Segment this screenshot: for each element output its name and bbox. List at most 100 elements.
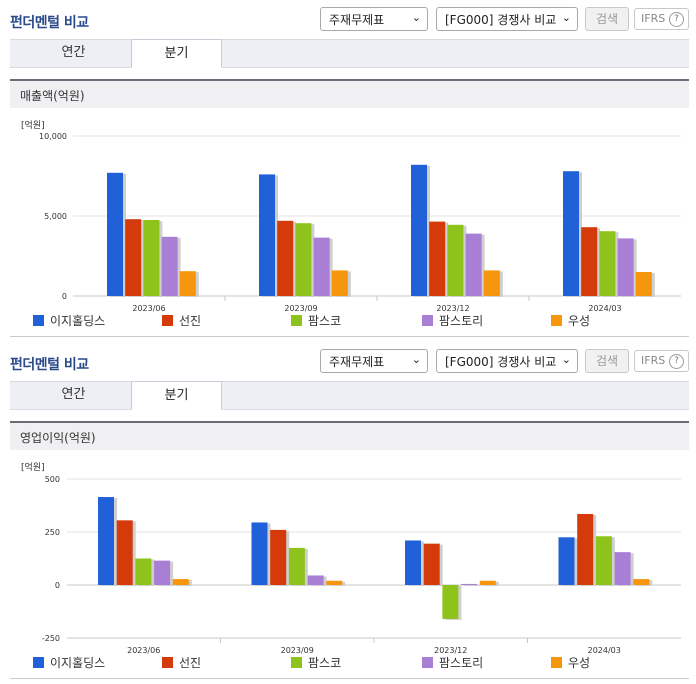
bar-우성 (483, 270, 500, 296)
peer-group-select[interactable]: [FG000] 경쟁사 비교 ⌄ (436, 349, 578, 373)
y-tick-label: 0 (55, 581, 60, 590)
x-category-label: 2024/03 (588, 646, 621, 655)
bar-우성 (479, 580, 496, 585)
tab-annual[interactable]: 연간 (61, 387, 86, 402)
bar-팜스토리 (461, 583, 478, 585)
legend-item[interactable]: 선진 (162, 654, 201, 671)
divider (10, 678, 689, 679)
bar-우성 (172, 579, 189, 585)
legend-item[interactable]: 선진 (162, 312, 201, 329)
legend-label: 선진 (179, 656, 202, 670)
tab-quarterly[interactable]: 분기 (131, 39, 222, 68)
bar-이지홀딩스 (251, 522, 268, 585)
legend-label: 우성 (568, 314, 591, 328)
bar-팜스코 (595, 536, 612, 585)
ifrs-badge[interactable]: IFRS? (634, 8, 689, 30)
bar-팜스코 (143, 220, 160, 296)
panel-title: 펀더멘털 비교 (10, 357, 89, 373)
bar-팜스코 (442, 585, 459, 619)
ifrs-label: IFRS (641, 12, 666, 25)
x-category-label: 2023/06 (132, 304, 165, 313)
statement-type-value: 주재무제표 (329, 13, 385, 27)
bar-이지홀딩스 (411, 164, 427, 296)
bar-팜스토리 (307, 575, 324, 585)
legend-item[interactable]: 이지홀딩스 (33, 312, 105, 329)
statement-type-select[interactable]: 주재무제표 ⌄ (320, 349, 428, 373)
legend-swatch (551, 657, 562, 668)
legend-label: 팜스코 (308, 656, 342, 670)
fundamental-panel-revenue: 펀더멘털 비교 주재무제표 ⌄ [FG000] 경쟁사 비교 ⌄ 검색 IFRS? … (10, 7, 689, 337)
fundamental-panel-operating-profit: 펀더멘털 비교 주재무제표 ⌄ [FG000] 경쟁사 비교 ⌄ 검색 IFRS? … (0, 342, 696, 684)
bar-우성 (635, 272, 652, 296)
chevron-down-icon: ⌄ (411, 353, 421, 366)
bar-선진 (577, 513, 594, 585)
y-tick-label: 10,000 (39, 132, 67, 141)
bar-팜스코 (599, 231, 616, 296)
bar-우성 (331, 270, 348, 296)
divider (10, 336, 689, 337)
tab-annual[interactable]: 연간 (61, 45, 86, 60)
legend-item[interactable]: 우성 (551, 654, 590, 671)
bar-선진 (423, 543, 440, 585)
metric-header: 영업이익(억원) (10, 421, 689, 450)
help-icon[interactable]: ? (669, 12, 684, 27)
x-category-label: 2024/03 (588, 304, 621, 313)
period-tabs: 연간 분기 (10, 39, 689, 68)
legend-label: 이지홀딩스 (50, 656, 106, 670)
legend-swatch (291, 657, 302, 668)
metric-header: 매출액(억원) (10, 79, 689, 108)
legend-item[interactable]: 팜스토리 (422, 312, 483, 329)
bar-우성 (326, 580, 343, 585)
y-tick-label: 0 (62, 292, 67, 301)
legend-item[interactable]: 팜스코 (291, 654, 341, 671)
y-tick-label: 500 (45, 475, 60, 484)
legend-swatch (162, 657, 173, 668)
x-category-label: 2023/12 (436, 304, 469, 313)
bar-이지홀딩스 (405, 540, 421, 585)
bar-팜스코 (295, 223, 312, 296)
legend-item[interactable]: 팜스코 (291, 312, 341, 329)
chevron-down-icon: ⌄ (561, 11, 571, 24)
bar-선진 (125, 219, 142, 296)
panel-header: 펀더멘털 비교 주재무제표 ⌄ [FG000] 경쟁사 비교 ⌄ 검색 IFRS? (0, 342, 696, 380)
legend-item[interactable]: 팜스토리 (422, 654, 483, 671)
statement-type-value: 주재무제표 (329, 355, 385, 369)
legend-swatch (422, 657, 433, 668)
tab-quarterly[interactable]: 분기 (131, 381, 222, 410)
legend-item[interactable]: 이지홀딩스 (33, 654, 105, 671)
bar-팜스코 (135, 558, 152, 585)
bar-이지홀딩스 (98, 497, 114, 585)
statement-type-select[interactable]: 주재무제표 ⌄ (320, 7, 428, 31)
ifrs-badge[interactable]: IFRS? (634, 350, 689, 372)
bar-우성 (179, 271, 196, 296)
bar-팜스토리 (614, 552, 631, 585)
legend-label: 우성 (568, 656, 591, 670)
y-tick-label: 5,000 (44, 212, 67, 221)
bar-팜스토리 (465, 233, 482, 296)
search-button[interactable]: 검색 (585, 7, 629, 31)
bar-팜스코 (447, 224, 464, 296)
bar-팜스토리 (313, 237, 330, 296)
chart-legend: 이지홀딩스 선진 팜스코 팜스토리 우성 (0, 654, 696, 672)
chevron-down-icon: ⌄ (561, 353, 571, 366)
bar-팜스토리 (161, 236, 178, 296)
x-category-label: 2023/09 (281, 646, 314, 655)
y-tick-label: -250 (42, 634, 60, 643)
ifrs-label: IFRS (641, 354, 666, 367)
help-icon[interactable]: ? (669, 354, 684, 369)
legend-label: 이지홀딩스 (50, 314, 106, 328)
bar-팜스코 (288, 547, 305, 585)
bar-선진 (116, 520, 133, 585)
legend-swatch (162, 315, 173, 326)
bar-선진 (581, 227, 598, 296)
x-category-label: 2023/12 (434, 646, 467, 655)
peer-group-select[interactable]: [FG000] 경쟁사 비교 ⌄ (436, 7, 578, 31)
period-tabs: 연간 분기 (10, 381, 689, 410)
search-button[interactable]: 검색 (585, 349, 629, 373)
bar-이지홀딩스 (107, 172, 123, 296)
bar-우성 (633, 579, 650, 585)
legend-label: 팜스토리 (439, 314, 484, 328)
legend-item[interactable]: 우성 (551, 312, 590, 329)
x-category-label: 2023/06 (127, 646, 160, 655)
legend-swatch (422, 315, 433, 326)
